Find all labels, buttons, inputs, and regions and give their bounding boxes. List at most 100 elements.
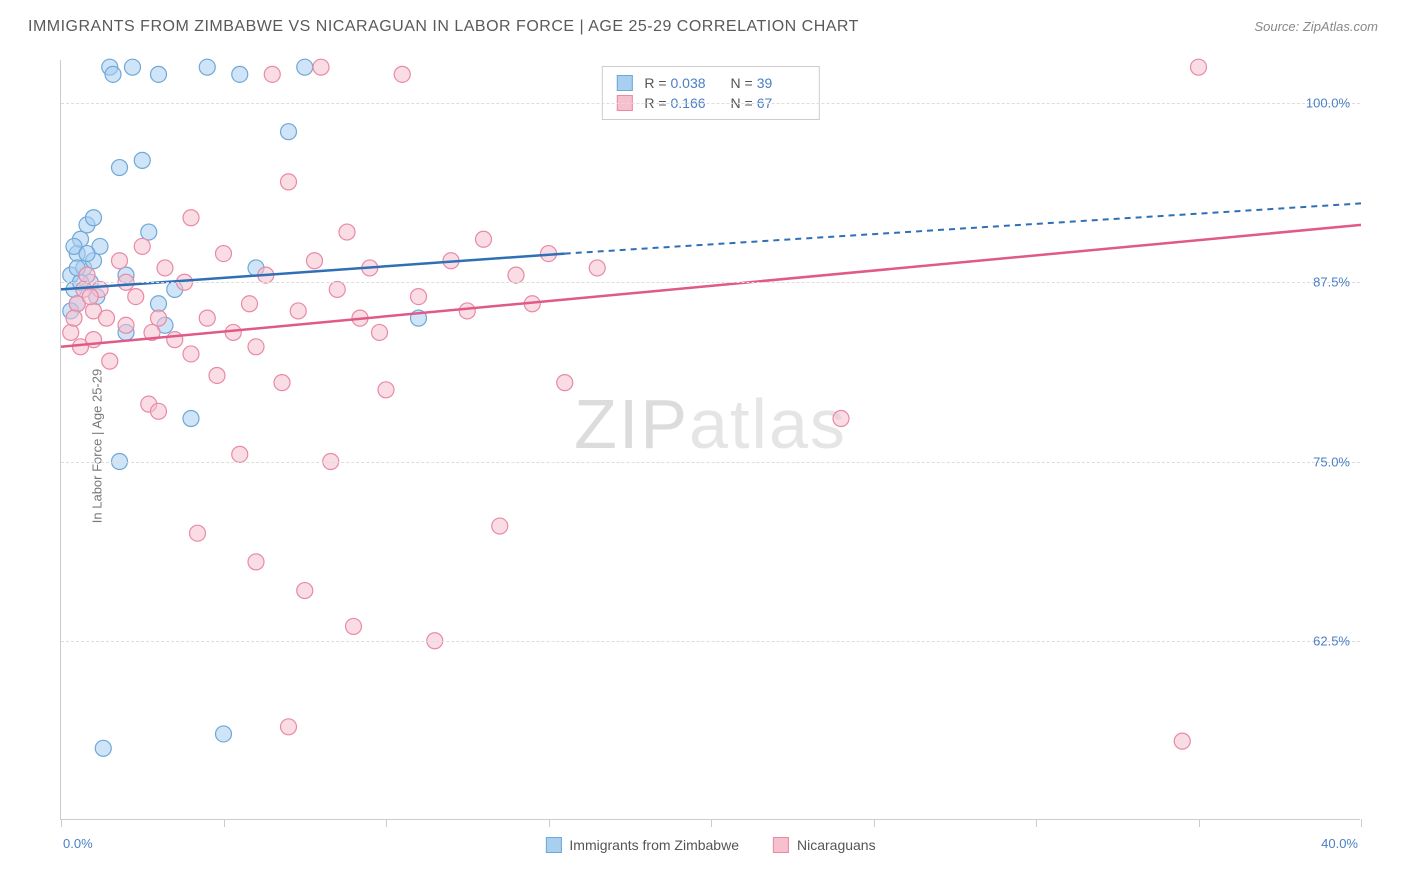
data-point <box>183 346 199 362</box>
data-point <box>248 339 264 355</box>
data-point <box>372 324 388 340</box>
data-point <box>66 310 82 326</box>
data-point <box>199 310 215 326</box>
data-point <box>151 310 167 326</box>
legend-label: Immigrants from Zimbabwe <box>569 837 739 853</box>
chart-header: IMMIGRANTS FROM ZIMBABWE VS NICARAGUAN I… <box>0 0 1406 44</box>
data-point <box>141 224 157 240</box>
data-point <box>151 403 167 419</box>
data-point <box>134 238 150 254</box>
data-point <box>313 59 329 75</box>
legend-item-nicaraguan: Nicaraguans <box>773 837 876 853</box>
data-point <box>476 231 492 247</box>
data-point <box>82 289 98 305</box>
data-point <box>63 324 79 340</box>
data-point <box>199 59 215 75</box>
data-point <box>183 410 199 426</box>
data-point <box>232 66 248 82</box>
data-point <box>86 210 102 226</box>
data-point <box>225 324 241 340</box>
swatch-zimbabwe <box>616 75 632 91</box>
data-point <box>307 253 323 269</box>
y-tick-label: 87.5% <box>1313 275 1350 290</box>
grid-line <box>61 641 1360 642</box>
data-point <box>128 289 144 305</box>
x-tick <box>224 819 225 827</box>
data-point <box>79 246 95 262</box>
grid-line <box>61 103 1360 104</box>
chart-title: IMMIGRANTS FROM ZIMBABWE VS NICARAGUAN I… <box>28 18 859 36</box>
data-point <box>290 303 306 319</box>
data-point <box>508 267 524 283</box>
legend-stats-box: R =0.038 N =39 R =0.166 N =67 <box>601 66 819 120</box>
r-label: R =0.038 <box>644 75 718 91</box>
y-tick-label: 62.5% <box>1313 633 1350 648</box>
data-point <box>833 410 849 426</box>
trend-line <box>61 225 1361 347</box>
data-point <box>112 160 128 176</box>
data-point <box>557 375 573 391</box>
data-point <box>95 740 111 756</box>
scatter-svg <box>61 60 1360 819</box>
data-point <box>125 59 141 75</box>
data-point <box>329 281 345 297</box>
data-point <box>297 583 313 599</box>
data-point <box>102 353 118 369</box>
source-label: Source: ZipAtlas.com <box>1254 19 1378 34</box>
x-tick <box>386 819 387 827</box>
grid-line <box>61 282 1360 283</box>
data-point <box>264 66 280 82</box>
data-point <box>118 317 134 333</box>
x-tick <box>1199 819 1200 827</box>
data-point <box>79 267 95 283</box>
data-point <box>281 174 297 190</box>
data-point <box>346 618 362 634</box>
data-point <box>216 246 232 262</box>
data-point <box>589 260 605 276</box>
data-point <box>274 375 290 391</box>
trend-line-dashed <box>565 203 1361 253</box>
swatch-nicaraguan-icon <box>773 837 789 853</box>
data-point <box>492 518 508 534</box>
data-point <box>151 66 167 82</box>
n-label: N =39 <box>731 75 805 91</box>
data-point <box>99 310 115 326</box>
data-point <box>209 367 225 383</box>
legend-item-zimbabwe: Immigrants from Zimbabwe <box>545 837 739 853</box>
x-min-label: 0.0% <box>63 836 93 851</box>
x-tick <box>549 819 550 827</box>
data-point <box>394 66 410 82</box>
x-tick <box>1036 819 1037 827</box>
data-point <box>190 525 206 541</box>
data-point <box>411 289 427 305</box>
data-point <box>1174 733 1190 749</box>
legend-row-zimbabwe: R =0.038 N =39 <box>616 73 804 93</box>
legend-bottom: Immigrants from Zimbabwe Nicaraguans <box>545 837 875 853</box>
data-point <box>378 382 394 398</box>
data-point <box>105 66 121 82</box>
data-point <box>134 152 150 168</box>
x-tick <box>711 819 712 827</box>
data-point <box>167 332 183 348</box>
data-point <box>297 59 313 75</box>
data-point <box>281 124 297 140</box>
data-point <box>1191 59 1207 75</box>
x-tick <box>874 819 875 827</box>
data-point <box>339 224 355 240</box>
data-point <box>183 210 199 226</box>
swatch-zimbabwe-icon <box>545 837 561 853</box>
legend-label: Nicaraguans <box>797 837 876 853</box>
data-point <box>281 719 297 735</box>
grid-line <box>61 462 1360 463</box>
data-point <box>232 446 248 462</box>
data-point <box>459 303 475 319</box>
data-point <box>157 260 173 276</box>
data-point <box>112 253 128 269</box>
x-max-label: 40.0% <box>1321 836 1358 851</box>
y-tick-label: 75.0% <box>1313 454 1350 469</box>
data-point <box>151 296 167 312</box>
data-point <box>216 726 232 742</box>
data-point <box>242 296 258 312</box>
y-tick-label: 100.0% <box>1306 96 1350 111</box>
chart-plot-area: ZIPatlas R =0.038 N =39 R =0.166 N =67 I… <box>60 60 1360 820</box>
